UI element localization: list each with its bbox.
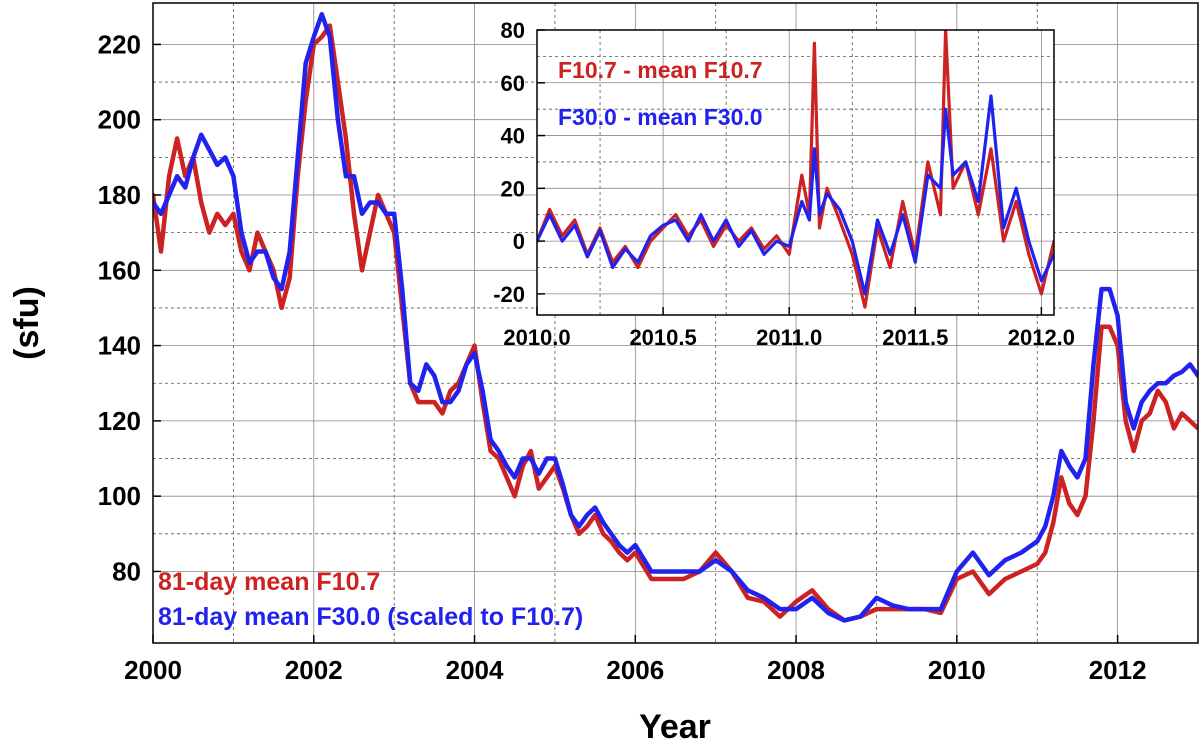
inset-legend-entry-f300: F30.0 - mean F30.0 — [558, 104, 763, 130]
x-tick-label: 2002 — [285, 655, 343, 685]
y-tick-label: 60 — [501, 71, 525, 96]
y-tick-label: 20 — [501, 176, 525, 201]
x-tick-label: 2010.5 — [629, 325, 696, 350]
x-tick-label: 2012 — [1089, 655, 1147, 685]
series-line-f300 — [153, 12, 1198, 623]
y-tick-label: 160 — [98, 255, 141, 285]
y-tick-label: 80 — [501, 18, 525, 43]
x-tick-label: 2004 — [446, 655, 504, 685]
main-x-tick-labels: 2000 2002 2004 2006 2008 2010 2012 — [124, 655, 1146, 685]
inset-series-line-f300 — [537, 94, 1054, 296]
y-tick-label: 80 — [112, 556, 141, 586]
inset-plot-area: 2010.0 2010.5 2011.0 2011.5 2012.0 -20 0 20 40 6… — [493, 18, 1075, 350]
legend-entry-f300: 81-day mean F30.0 (scaled to F10.7) — [158, 603, 583, 631]
inset-series-group — [537, 30, 1054, 309]
legend-entry-f107: 81-day mean F10.7 — [158, 568, 380, 596]
y-tick-label: -20 — [493, 282, 525, 307]
x-tick-label: 2000 — [124, 655, 182, 685]
main-y-tick-labels: 80 100 120 140 160 180 200 220 — [98, 29, 141, 586]
inset-plot-frame — [536, 29, 1055, 316]
main-plot-frame — [152, 2, 1199, 644]
inset-legend-entry-f107: F10.7 - mean F10.7 — [558, 57, 763, 83]
y-tick-label: 220 — [98, 29, 141, 59]
inset-y-tick-labels: -20 0 20 40 60 80 — [493, 18, 525, 307]
y-tick-label: 180 — [98, 180, 141, 210]
y-tick-label: 0 — [513, 229, 525, 254]
main-ticks — [152, 43, 1119, 643]
x-tick-label: 2011.0 — [756, 325, 822, 350]
y-tick-label: 120 — [98, 406, 141, 436]
y-axis-title: (sfu) — [8, 286, 46, 360]
inset-x-tick-labels: 2010.0 2010.5 2011.0 2011.5 2012.0 — [503, 325, 1075, 350]
x-tick-label: 2012.0 — [1008, 325, 1075, 350]
inset-ticks — [536, 29, 1043, 315]
x-tick-label: 2008 — [767, 655, 825, 685]
y-tick-label: 200 — [98, 105, 141, 135]
main-series-group — [153, 12, 1198, 623]
y-tick-label: 140 — [98, 331, 141, 361]
x-tick-label: 2010 — [928, 655, 986, 685]
x-tick-label: 2010.0 — [503, 325, 570, 350]
y-tick-label: 40 — [501, 124, 525, 149]
x-tick-label: 2011.5 — [882, 325, 948, 350]
y-tick-label: 100 — [98, 481, 141, 511]
inset-legend: F10.7 - mean F10.7 F30.0 - mean F30.0 — [558, 57, 763, 130]
main-legend: 81-day mean F10.7 81-day mean F30.0 (sca… — [158, 568, 583, 631]
x-tick-label: 2006 — [606, 655, 664, 685]
x-axis-title: Year — [639, 708, 711, 746]
